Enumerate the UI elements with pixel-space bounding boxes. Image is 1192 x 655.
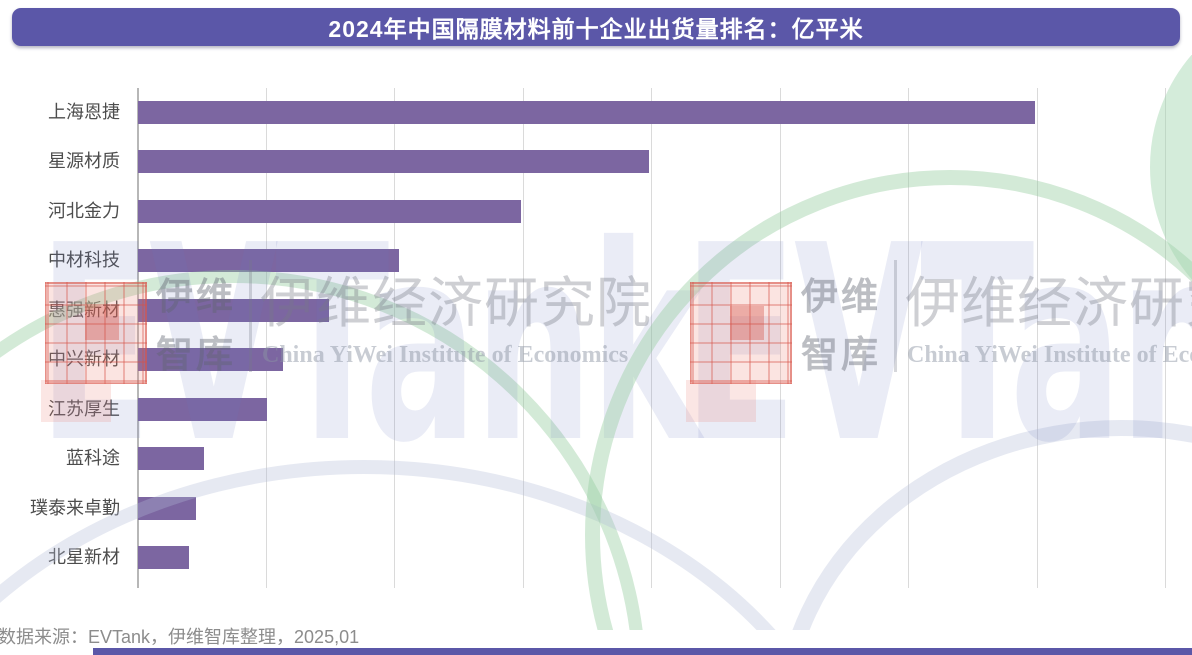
y-axis-label: 星源材质 (48, 151, 120, 171)
gridline (265, 88, 267, 588)
gridline (394, 88, 395, 588)
y-axis-label: 上海恩捷 (48, 101, 120, 122)
bar-蓝科途 (138, 447, 204, 470)
bar-中兴新材 (138, 348, 284, 371)
gridline (908, 88, 909, 588)
gridline (1165, 88, 1166, 588)
title-banner: 2024年中国隔膜材料前十企业出货量排名：亿平米 (12, 8, 1180, 46)
y-axis-label: 江苏厚生 (48, 398, 120, 419)
gridline (1036, 88, 1038, 588)
y-axis-label: 中材科技 (48, 250, 120, 270)
bar-星源材质 (138, 150, 650, 173)
gridline (651, 88, 652, 588)
data-source-note: 数据来源：EVTank，伊维智库整理，2025,01 (0, 627, 360, 647)
bar-河北金力 (138, 199, 521, 223)
gridline (522, 88, 524, 588)
bar-江苏厚生 (138, 397, 267, 421)
bar-中材科技 (138, 249, 399, 272)
footer-accent-bar (93, 648, 1192, 655)
chart-title: 2024年中国隔膜材料前十企业出货量排名：亿平米 (328, 16, 864, 42)
bar-惠强新材 (138, 298, 330, 322)
bar-chart: 上海恩捷星源材质河北金力中材科技惠强新材中兴新材江苏厚生蓝科途璞泰来卓勤北星新材 (0, 88, 1192, 588)
y-axis-label: 河北金力 (48, 200, 120, 221)
y-axis-labels: 上海恩捷星源材质河北金力中材科技惠强新材中兴新材江苏厚生蓝科途璞泰来卓勤北星新材 (0, 88, 128, 588)
y-axis-label: 蓝科途 (66, 448, 120, 468)
plot-area (137, 88, 1166, 588)
y-axis-label: 中兴新材 (48, 349, 120, 369)
bar-北星新材 (138, 546, 190, 569)
y-axis-line (137, 88, 139, 588)
y-axis-label: 惠强新材 (48, 299, 120, 320)
bar-上海恩捷 (138, 100, 1035, 124)
gridline (779, 88, 781, 588)
bar-璞泰来卓勤 (138, 496, 196, 520)
y-axis-label: 北星新材 (48, 547, 120, 567)
y-axis-label: 璞泰来卓勤 (30, 497, 120, 518)
